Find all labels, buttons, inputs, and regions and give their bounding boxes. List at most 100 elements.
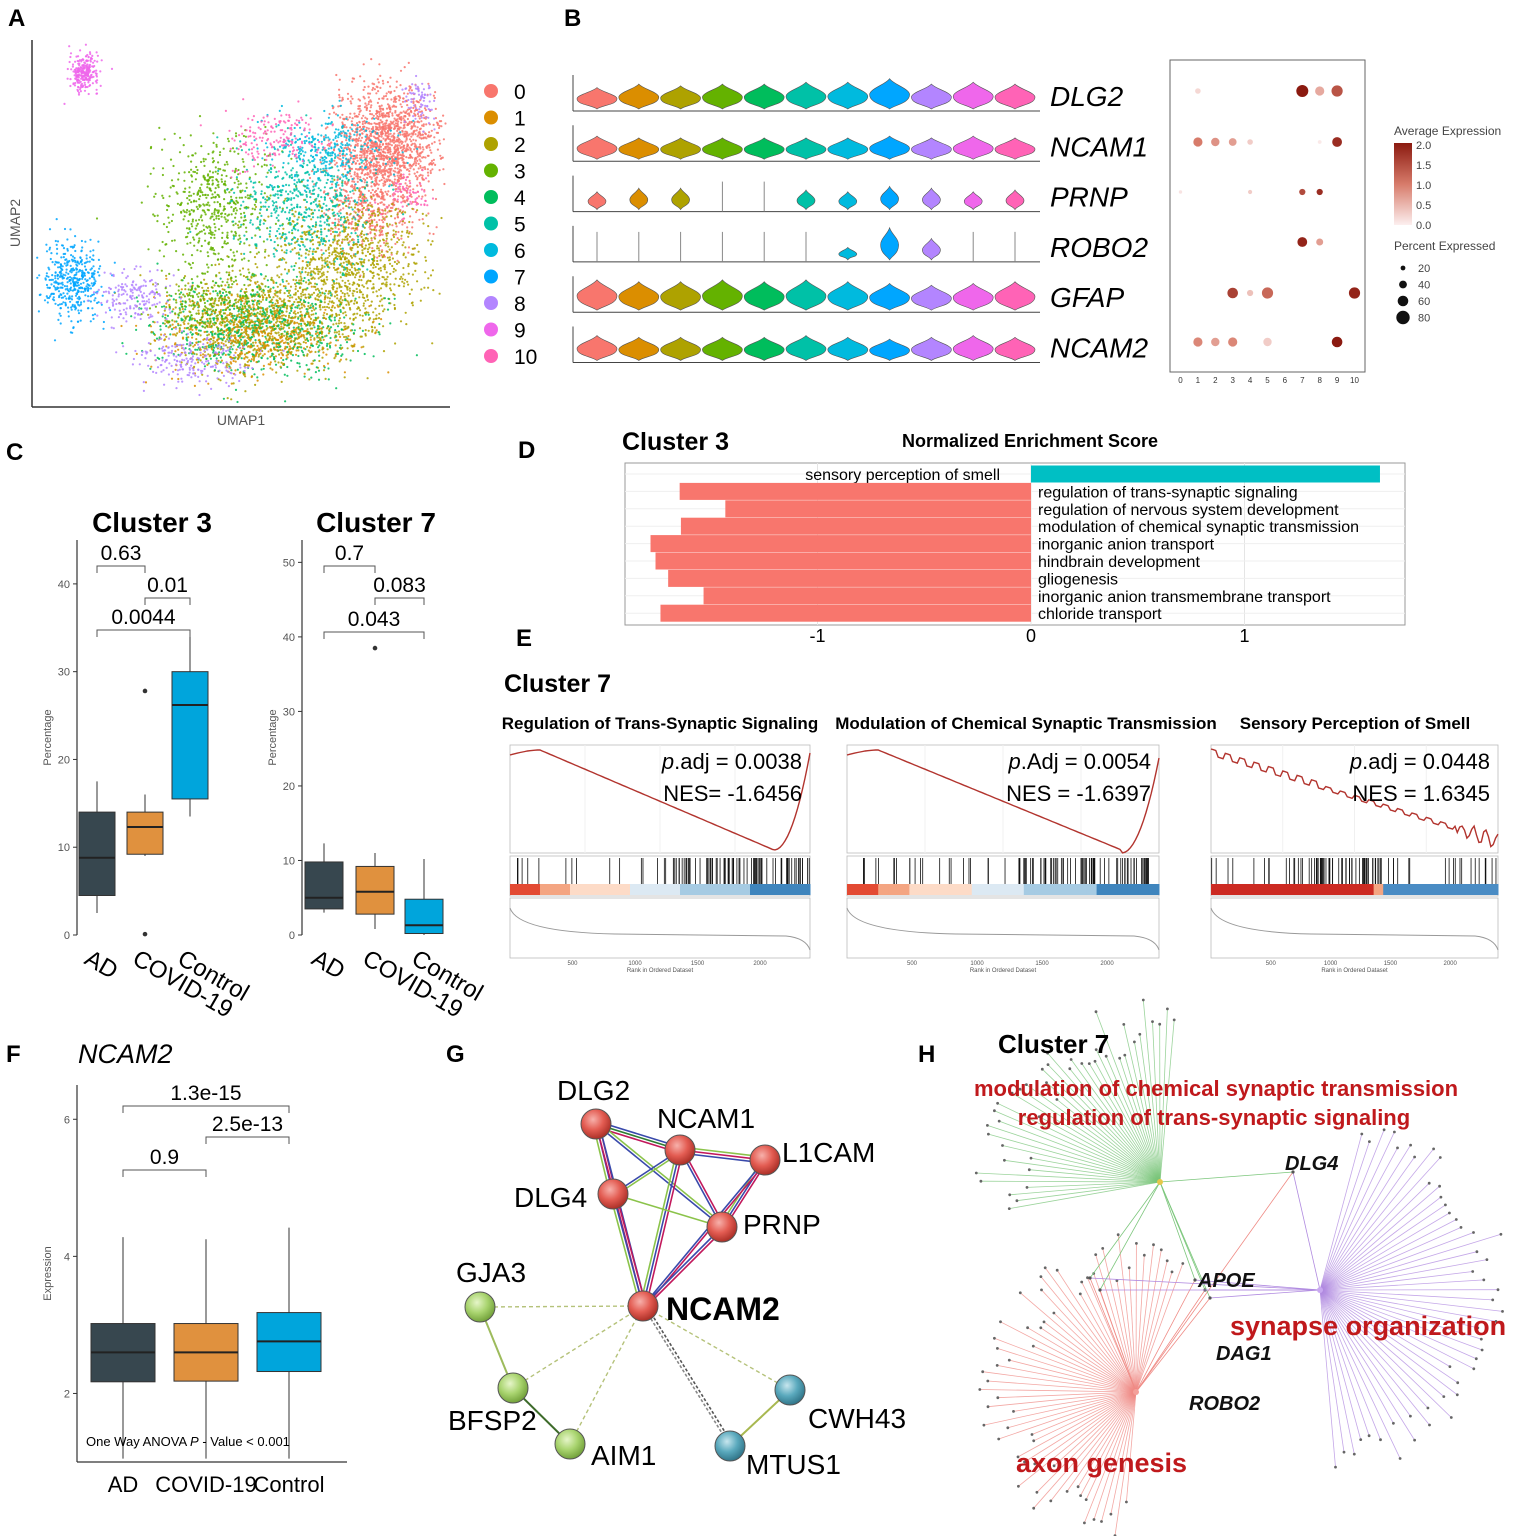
umap-point — [228, 313, 231, 317]
umap-point — [367, 213, 371, 216]
umap-point — [392, 152, 395, 155]
umap-point — [280, 317, 284, 320]
umap-point — [324, 377, 327, 380]
umap-point — [367, 85, 370, 88]
umap-point — [332, 230, 335, 233]
umap-point — [402, 148, 405, 151]
umap-point — [381, 143, 384, 146]
umap-point — [346, 347, 349, 350]
umap-point — [339, 199, 342, 202]
umap-point — [304, 271, 307, 274]
umap-point — [352, 187, 355, 190]
umap-point — [353, 171, 356, 174]
umap-point — [309, 296, 312, 299]
umap-point — [345, 212, 348, 215]
umap-point — [325, 275, 328, 279]
umap-point — [366, 287, 369, 290]
umap-point — [357, 271, 360, 274]
umap-point — [297, 301, 300, 304]
umap-point — [291, 354, 294, 357]
umap-point — [84, 62, 87, 65]
umap-point — [278, 276, 281, 279]
umap-point — [283, 373, 286, 376]
umap-point — [337, 178, 340, 181]
umap-point — [147, 313, 150, 316]
umap-point — [336, 240, 339, 243]
umap-point — [313, 183, 316, 186]
umap-point — [69, 78, 72, 81]
umap-point — [363, 162, 366, 165]
umap-point — [197, 340, 200, 343]
umap-point — [280, 356, 283, 360]
umap-point — [381, 192, 384, 195]
umap-point — [77, 55, 80, 58]
umap-point — [215, 357, 218, 360]
umap-point — [375, 189, 378, 192]
umap-point — [324, 289, 328, 292]
umap-point — [264, 320, 267, 323]
umap-point — [324, 244, 327, 247]
umap-point — [349, 359, 352, 362]
umap-point — [385, 92, 388, 95]
umap-point — [378, 225, 382, 228]
umap-point — [227, 286, 230, 289]
umap-point — [226, 397, 229, 400]
umap-point — [350, 223, 353, 226]
umap-point — [346, 300, 349, 303]
umap-point — [419, 166, 422, 169]
umap-point — [343, 376, 346, 379]
umap-point — [368, 317, 372, 320]
umap-point — [245, 330, 248, 333]
umap-point — [381, 256, 384, 259]
umap-point — [314, 297, 317, 300]
umap-point — [438, 126, 441, 130]
umap-point — [364, 244, 367, 247]
umap-point — [386, 256, 389, 259]
umap-point — [95, 51, 98, 54]
umap-point — [324, 282, 327, 285]
umap-point — [267, 350, 270, 353]
umap-point — [321, 306, 324, 309]
umap-point — [404, 130, 407, 133]
umap-point — [296, 361, 299, 365]
umap-point — [376, 122, 379, 125]
umap-point — [383, 297, 386, 300]
umap-point — [396, 152, 400, 155]
umap-point — [430, 151, 433, 154]
umap-point — [257, 334, 260, 337]
umap-point — [283, 292, 286, 295]
umap-point — [366, 154, 369, 157]
umap-point — [406, 229, 409, 232]
umap-point — [382, 282, 385, 285]
umap-point — [300, 324, 303, 327]
umap-point — [174, 368, 177, 371]
umap-point — [294, 306, 297, 309]
umap-point — [335, 247, 338, 250]
umap-point — [388, 161, 391, 164]
umap-point — [381, 107, 385, 110]
umap-point — [330, 244, 333, 247]
umap-point — [397, 120, 400, 123]
umap-point — [394, 122, 397, 125]
umap-point — [161, 315, 164, 318]
umap-point — [378, 304, 381, 307]
umap-point — [372, 135, 375, 138]
umap-point — [382, 209, 385, 212]
umap-point — [250, 336, 253, 339]
umap-point — [296, 346, 299, 350]
umap-point — [402, 285, 405, 288]
umap-point — [389, 195, 392, 198]
umap-point — [347, 146, 350, 149]
umap-point — [361, 122, 364, 126]
umap-point — [290, 309, 293, 312]
umap-point — [165, 302, 168, 305]
umap-point — [229, 361, 232, 364]
umap-point — [258, 324, 262, 327]
umap-point — [279, 365, 282, 368]
umap-point — [356, 156, 359, 159]
umap-point — [168, 303, 171, 307]
umap-point — [309, 294, 312, 297]
umap-point — [369, 165, 372, 168]
umap-point — [305, 364, 308, 367]
umap-point — [263, 293, 267, 296]
